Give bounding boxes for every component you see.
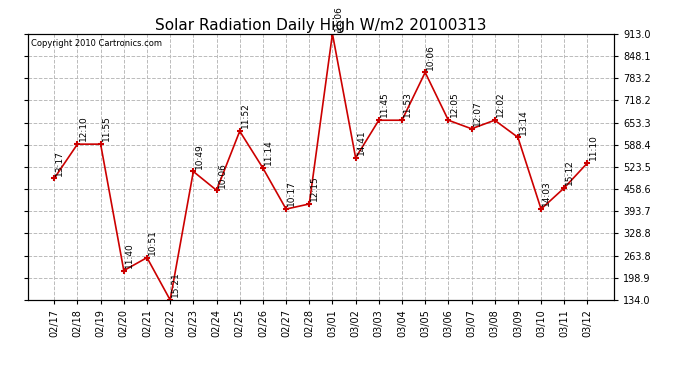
Text: 10:06: 10:06 bbox=[217, 162, 227, 188]
Text: 11:40: 11:40 bbox=[125, 242, 134, 268]
Text: 11:06: 11:06 bbox=[333, 5, 343, 31]
Text: 11:45: 11:45 bbox=[380, 92, 389, 117]
Text: 12:07: 12:07 bbox=[473, 100, 482, 126]
Text: 11:53: 11:53 bbox=[403, 92, 412, 117]
Text: 10:06: 10:06 bbox=[426, 44, 435, 70]
Text: 15:21: 15:21 bbox=[171, 272, 180, 297]
Text: 10:17: 10:17 bbox=[287, 180, 296, 206]
Text: 13:14: 13:14 bbox=[519, 109, 528, 135]
Text: 11:10: 11:10 bbox=[589, 134, 598, 160]
Title: Solar Radiation Daily High W/m2 20100313: Solar Radiation Daily High W/m2 20100313 bbox=[155, 18, 486, 33]
Text: 11:14: 11:14 bbox=[264, 140, 273, 165]
Text: 11:52: 11:52 bbox=[241, 103, 250, 128]
Text: 10:49: 10:49 bbox=[195, 143, 204, 169]
Text: 12:15: 12:15 bbox=[310, 176, 319, 201]
Text: 12:05: 12:05 bbox=[449, 92, 459, 117]
Text: 11:55: 11:55 bbox=[102, 116, 111, 141]
Text: Copyright 2010 Cartronics.com: Copyright 2010 Cartronics.com bbox=[30, 39, 161, 48]
Text: 13:17: 13:17 bbox=[55, 150, 64, 176]
Text: 15:12: 15:12 bbox=[565, 159, 574, 185]
Text: 12:02: 12:02 bbox=[496, 92, 505, 117]
Text: 10:51: 10:51 bbox=[148, 229, 157, 255]
Text: 12:10: 12:10 bbox=[79, 116, 88, 141]
Text: 14:03: 14:03 bbox=[542, 181, 551, 206]
Text: 14:41: 14:41 bbox=[357, 129, 366, 155]
